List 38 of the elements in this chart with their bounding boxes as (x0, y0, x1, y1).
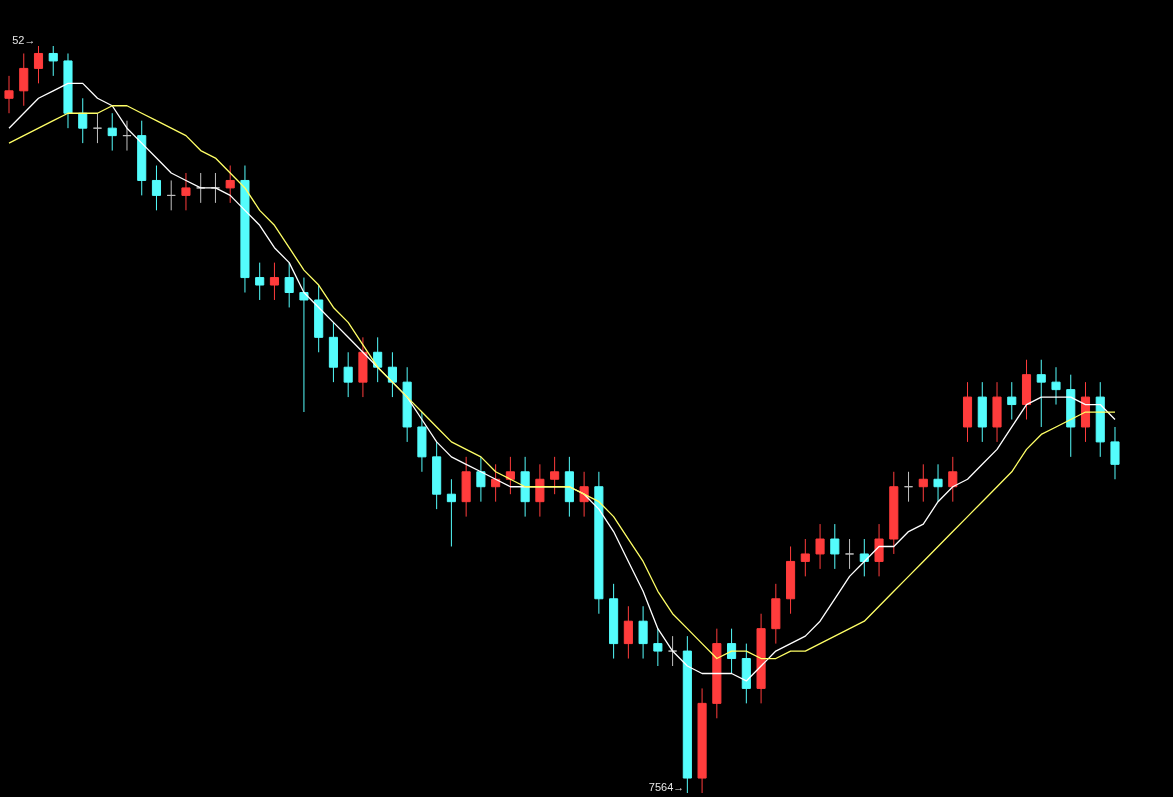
candlestick (653, 628, 663, 667)
candlestick (284, 262, 294, 308)
candlestick (299, 277, 309, 413)
candlestick (623, 605, 633, 660)
candlestick (933, 463, 943, 503)
candlestick (151, 165, 162, 211)
candlestick (387, 351, 397, 398)
candlestick (638, 605, 648, 660)
candlestick (1036, 359, 1046, 428)
candlestick (4, 75, 14, 114)
candlestick (535, 463, 545, 518)
candlestick (343, 351, 353, 398)
candlestick (918, 463, 928, 503)
candlestick (874, 523, 884, 577)
candlestick (815, 523, 825, 570)
candlestick (446, 478, 456, 547)
candlestick (48, 45, 58, 77)
candlestick (476, 456, 486, 503)
candlestick (181, 172, 191, 211)
candlestick (78, 97, 88, 144)
candlestick (505, 456, 515, 495)
candlestick (255, 262, 265, 301)
candlestick (550, 456, 560, 495)
candlestick (948, 456, 958, 503)
candlestick (19, 52, 29, 107)
candlestick (1110, 426, 1120, 480)
annotation: 52→ (12, 34, 36, 46)
candlestick (107, 112, 117, 152)
candlestick (269, 262, 279, 301)
candlestick (845, 538, 855, 570)
annotation: 7564→ (648, 781, 685, 793)
candlestick (800, 538, 810, 577)
candlestick (1007, 381, 1017, 420)
candlestick (33, 45, 44, 84)
candlestick (225, 165, 235, 204)
candlestick (859, 538, 869, 577)
candlestick (1051, 366, 1061, 406)
candlestick (830, 523, 840, 570)
